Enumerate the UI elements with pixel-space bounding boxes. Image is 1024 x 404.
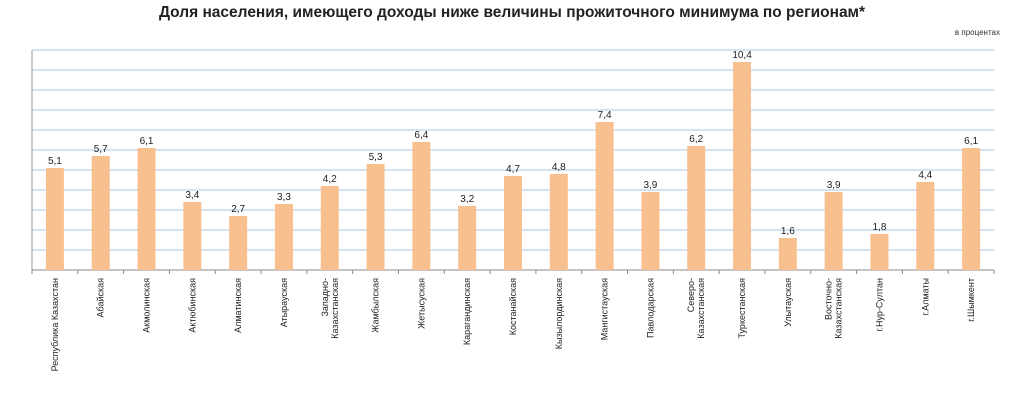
unit-label: в процентах: [954, 28, 1000, 37]
bar: [45, 168, 64, 270]
x-tick-label: Западно-Казахстанская: [320, 278, 340, 339]
x-tick-label: Абайская: [96, 278, 106, 318]
bar: [458, 206, 477, 270]
x-tick-label: Республика Казахстан: [50, 278, 60, 371]
x-tick-label: Алматинская: [233, 278, 243, 333]
data-label: 5,3: [369, 152, 383, 163]
data-label: 5,1: [48, 156, 62, 167]
x-tick-label: г.Алматы: [920, 278, 930, 316]
x-tick-label: г.Нур-Султан: [874, 278, 884, 332]
data-label: 1,6: [781, 226, 795, 237]
bar: [778, 238, 797, 270]
x-tick-label: Улытауская: [783, 278, 793, 327]
bar: [183, 202, 202, 270]
x-tick-label: Туркестанская: [737, 278, 747, 339]
x-tick-label: Павлодарская: [645, 278, 655, 338]
data-label: 3,3: [277, 192, 291, 203]
bar: [412, 142, 431, 270]
bar: [641, 192, 660, 270]
data-label: 4,4: [918, 170, 932, 181]
x-tick-label: Жетысуская: [416, 278, 426, 329]
bar: [916, 182, 935, 270]
data-label: 4,2: [323, 174, 337, 185]
data-label: 3,4: [185, 190, 199, 201]
data-label: 6,2: [689, 134, 703, 145]
x-tick-label: Мангистауская: [600, 278, 610, 340]
x-tick-label: Костанайская: [508, 278, 518, 335]
data-label: 4,7: [506, 164, 520, 175]
x-tick-label: Жамбылская: [371, 278, 381, 333]
bar: [366, 164, 385, 270]
bar: [91, 156, 110, 270]
x-tick-label: Атырауская: [279, 278, 289, 327]
bar: [733, 62, 752, 270]
data-label: 3,2: [460, 194, 474, 205]
data-label: 1,8: [873, 222, 887, 233]
bar: [229, 216, 248, 270]
chart-title: Доля населения, имеющего доходы ниже вел…: [158, 4, 866, 21]
x-tick-label: Карагандинская: [462, 278, 472, 345]
x-tick-label: Восточно-Казахстанская: [824, 278, 844, 339]
bar: [274, 204, 293, 270]
x-tick-label: Акмолинская: [142, 278, 152, 333]
data-label: 6,4: [414, 130, 428, 141]
data-label: 6,1: [140, 136, 154, 147]
bar: [962, 148, 981, 270]
bar: [595, 122, 614, 270]
bar: [824, 192, 843, 270]
x-tick-label: г.Шымкент: [966, 278, 976, 322]
bar: [870, 234, 889, 270]
data-label: 2,7: [231, 204, 245, 215]
bar: [504, 176, 522, 270]
bar: [320, 186, 339, 270]
data-label: 3,9: [827, 180, 841, 191]
data-label: 10,4: [732, 50, 752, 61]
x-tick-label: Кызылординская: [554, 278, 564, 349]
data-label: 7,4: [598, 110, 612, 121]
data-label: 5,7: [94, 144, 108, 155]
data-label: 4,8: [552, 162, 566, 173]
bar: [687, 146, 706, 270]
data-label: 6,1: [964, 136, 978, 147]
bar: [549, 174, 568, 270]
x-tick-label: Северо-Казахстанская: [686, 278, 706, 339]
x-tick-label: Актюбинская: [187, 278, 197, 333]
data-label: 3,9: [643, 180, 657, 191]
bar: [137, 148, 156, 270]
